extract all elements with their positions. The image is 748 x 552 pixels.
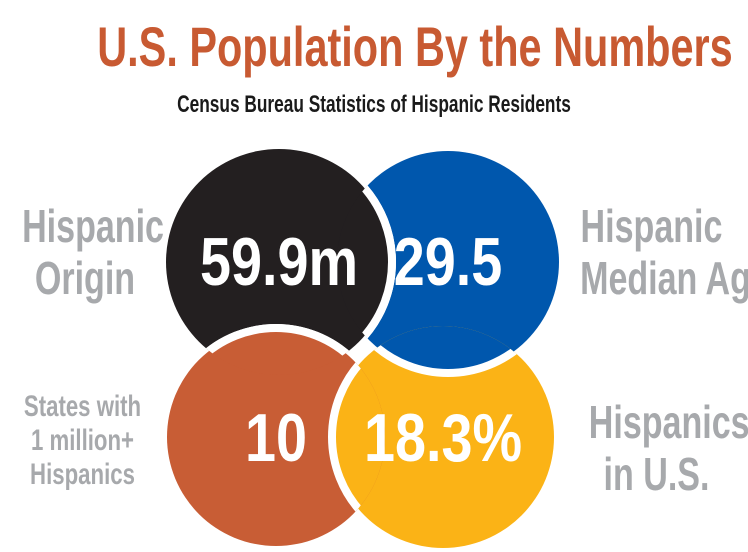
origin-label-line2: Origin [34,252,136,304]
black-circle [166,149,392,375]
page-subtitle: Census Bureau Statistics of Hispanic Res… [177,91,571,118]
yellow-circle [332,326,554,548]
percent-label-line1: Hispanics [588,396,748,448]
blue-circle [337,151,559,373]
states-label-line1: States with [23,390,142,423]
median-age-label: Hispanic Median Age [580,200,748,304]
states-label-line3: Hispanics [30,458,135,491]
percent-label-line2: in U.S. [603,448,710,500]
states-label-line2: 1 million+ [30,424,135,457]
origin-label: Hispanic Origin [22,200,164,304]
median-age-value: 29.5 [393,224,503,300]
orange-circle [167,328,385,546]
origin-label-line1: Hispanic [22,200,164,252]
origin-value: 59.9m [199,224,359,300]
states-label: States with 1 million+ Hispanics [21,390,143,492]
percent-value: 18.3% [363,400,523,476]
percent-label: Hispanics in U.S. [588,396,748,500]
states-value: 10 [244,400,308,476]
page-title: U.S. Population By the Numbers [97,15,733,78]
median-age-label-line1: Hispanic [580,200,723,252]
median-age-label-line2: Median Age [580,252,748,304]
